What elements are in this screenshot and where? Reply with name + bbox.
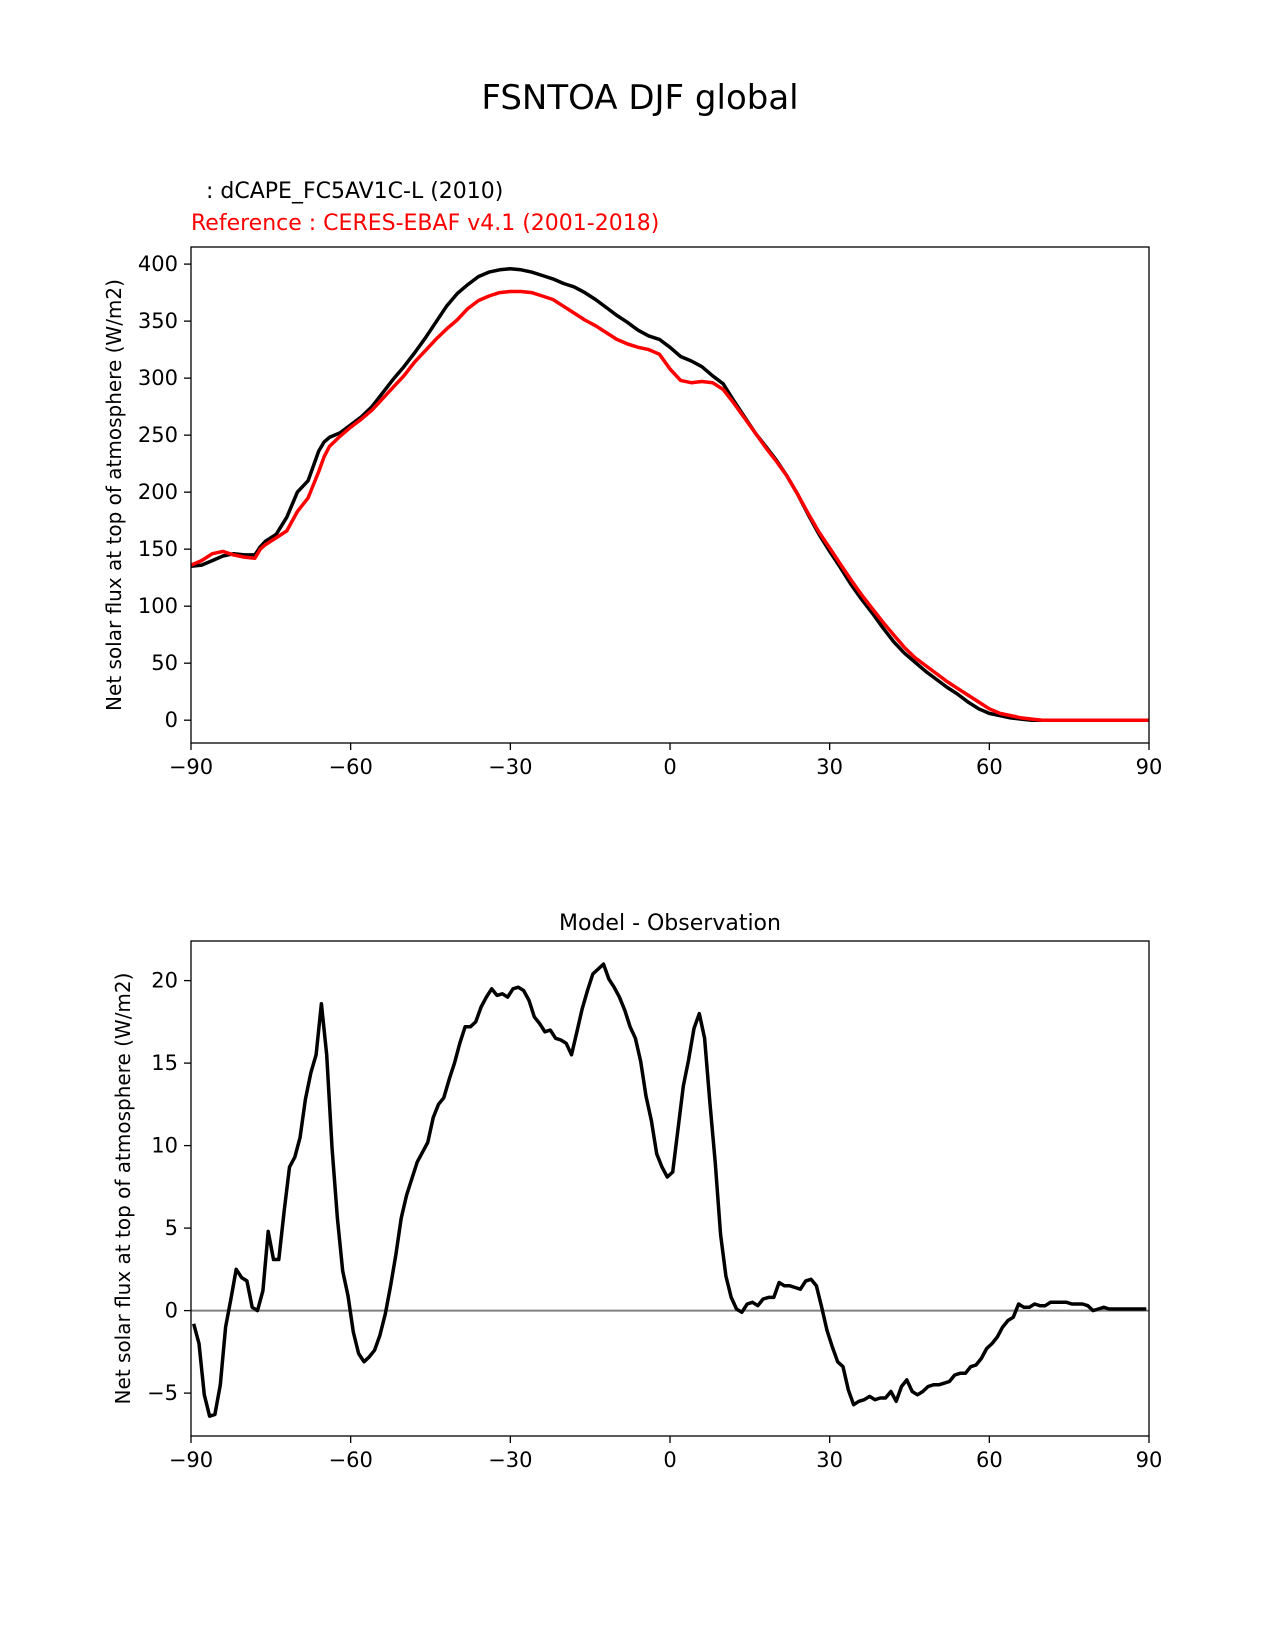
test-label: : dCAPE_FC5AV1C-L (2010) — [206, 179, 503, 204]
diff-y-tick-label: 0 — [165, 1299, 178, 1323]
diff-x-tick-label: −30 — [488, 1448, 532, 1472]
diff-x-tick-label: 30 — [816, 1448, 843, 1472]
diff-x-tick-label: 90 — [1136, 1448, 1163, 1472]
top-x-tick-label: 0 — [663, 755, 676, 779]
top-x-tick-label: −90 — [169, 755, 213, 779]
top-y-tick-label: 100 — [138, 594, 178, 618]
top-y-tick-label: 50 — [151, 651, 178, 675]
top-x-tick-label: −30 — [488, 755, 532, 779]
top-plot: −90 −60 −30 0 30 60 90 0 50 100 150 200 250 300 350 400… — [102, 246, 1163, 779]
diff-y-tick-label: 5 — [165, 1216, 178, 1240]
diff-x-tick-label: 60 — [976, 1448, 1003, 1472]
diff-y-axis-label: Net solar flux at top of atmosphere (W/m… — [111, 973, 135, 1405]
top-y-tick-label: 200 — [138, 480, 178, 504]
top-x-tick-label: 90 — [1136, 755, 1163, 779]
top-y-tick-label: 250 — [138, 423, 178, 447]
figure-title: FSNTOA DJF global — [481, 78, 798, 118]
top-x-tick-label: −60 — [329, 755, 373, 779]
diff-y-tick-label: 10 — [151, 1134, 178, 1158]
top-y-tick-label: 400 — [138, 252, 178, 276]
top-y-axis-label: Net solar flux at top of atmosphere (W/m… — [102, 279, 126, 711]
top-y-tick-label: 0 — [165, 708, 178, 732]
top-x-tick-label: 30 — [816, 755, 843, 779]
top-y-tick-label: 150 — [138, 537, 178, 561]
diff-plot-title: Model - Observation — [559, 911, 781, 936]
diff-y-tick-label: −5 — [147, 1381, 178, 1405]
top-y-tick-label: 300 — [138, 366, 178, 390]
top-x-tick-label: 60 — [976, 755, 1003, 779]
top-series-line-1 — [190, 289, 1149, 722]
diff-y-tick-label: 20 — [151, 969, 178, 993]
top-y-tick-label: 350 — [138, 309, 178, 333]
top-axes-frame — [190, 246, 1150, 744]
top-series-line-0 — [190, 266, 1149, 722]
diff-x-tick-label: −60 — [329, 1448, 373, 1472]
diff-x-tick-label: 0 — [663, 1448, 676, 1472]
difference-plot: −90 −60 −30 0 30 60 90 −5 0 5 10 15 20 Net solar flux… — [111, 940, 1163, 1472]
diff-x-tick-label: −90 — [169, 1448, 213, 1472]
reference-label: Reference : CERES-EBAF v4.1 (2001-2018) — [191, 211, 659, 236]
diff-series-line-0 — [192, 962, 1147, 1418]
diff-y-tick-label: 15 — [151, 1051, 178, 1075]
